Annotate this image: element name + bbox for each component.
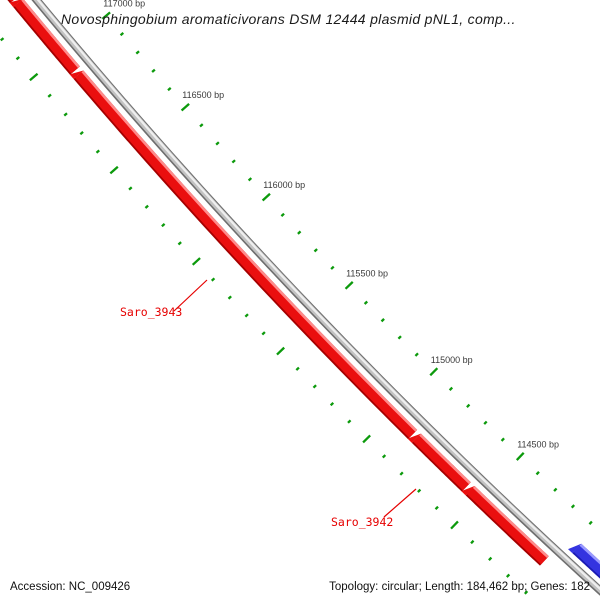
gene-arc-highlight bbox=[81, 70, 418, 432]
ruler-tick-major bbox=[276, 346, 285, 356]
ruler-tick-minor bbox=[0, 37, 5, 42]
label-leader-line bbox=[383, 488, 417, 518]
ruler-tick-minor bbox=[535, 471, 540, 476]
ruler-tick-minor bbox=[280, 212, 285, 217]
ruler-label: 114500 bp bbox=[517, 439, 559, 449]
ruler-tick-minor bbox=[570, 504, 576, 509]
ruler-tick-minor bbox=[244, 313, 249, 318]
ruler-tick-minor bbox=[483, 420, 488, 425]
ruler-tick-major bbox=[29, 72, 39, 82]
ruler-tick-minor bbox=[297, 230, 302, 235]
ruler-tick-major bbox=[109, 165, 119, 175]
gene-arrowhead-icon bbox=[461, 485, 475, 496]
ruler-tick-minor bbox=[177, 241, 182, 246]
ruler-tick-minor bbox=[448, 386, 454, 391]
ruler-tick-minor bbox=[135, 50, 140, 55]
ruler-label: 116500 bp bbox=[182, 90, 224, 100]
ruler-tick-minor bbox=[312, 384, 317, 389]
ruler-tick-minor bbox=[151, 68, 156, 73]
ruler-tick-minor bbox=[330, 265, 335, 270]
ruler-tick-minor bbox=[261, 331, 266, 336]
ruler-tick-minor bbox=[210, 277, 216, 282]
gene-arc-highlight bbox=[579, 543, 600, 565]
ruler-tick-minor bbox=[363, 300, 369, 305]
gene-arc-highlight bbox=[419, 433, 471, 485]
gene-arc-core bbox=[74, 70, 417, 438]
gene-arrowhead-icon bbox=[407, 433, 421, 443]
ruler-tick-minor bbox=[227, 295, 232, 300]
gene-arrowhead-icon bbox=[9, 0, 22, 8]
ruler-tick-minor bbox=[347, 419, 352, 424]
ruler-tick-minor bbox=[397, 335, 402, 340]
ruler-tick-minor bbox=[553, 487, 558, 492]
ruler-tick-minor bbox=[119, 32, 125, 37]
ruler-tick-minor bbox=[329, 401, 335, 407]
ruler-tick-major bbox=[515, 452, 525, 461]
ruler-tick-minor bbox=[63, 112, 68, 117]
ruler-label: 115500 bp bbox=[346, 268, 388, 278]
ruler-label: 116000 bp bbox=[263, 180, 305, 190]
ruler-tick-minor bbox=[381, 454, 387, 459]
ruler-tick-major bbox=[101, 11, 111, 20]
gene-arrowhead-icon bbox=[568, 543, 582, 554]
ruler-tick-major bbox=[344, 281, 354, 290]
gene-arrowhead-icon bbox=[69, 70, 84, 79]
ruler-tick-minor bbox=[247, 177, 253, 182]
ruler-tick-minor bbox=[466, 403, 471, 408]
ruler-tick-minor bbox=[470, 539, 475, 545]
map-title: Novosphingobium aromaticivorans DSM 1244… bbox=[61, 11, 516, 27]
ruler-tick-minor bbox=[295, 366, 300, 371]
ruler-tick-minor bbox=[231, 159, 236, 164]
gene-arc-core bbox=[413, 434, 471, 491]
ruler-tick-minor bbox=[399, 471, 404, 476]
ruler-tick-minor bbox=[588, 520, 593, 525]
ruler-tick-minor bbox=[144, 204, 149, 209]
ruler-tick-major bbox=[191, 257, 201, 266]
ruler-tick-minor bbox=[167, 86, 172, 92]
ruler-tick-minor bbox=[414, 352, 419, 357]
ruler-tick-minor bbox=[95, 149, 100, 154]
status-topology-info: Topology: circular; Length: 184,462 bp; … bbox=[329, 581, 590, 593]
ruler-tick-minor bbox=[215, 141, 220, 146]
ruler-label: 117000 bp bbox=[103, 0, 145, 9]
gene-arc-highlight bbox=[472, 485, 549, 559]
ruler-tick-major bbox=[429, 367, 439, 377]
gene-arc-core bbox=[466, 486, 549, 565]
gene-arc-core bbox=[14, 0, 80, 74]
ruler-tick-minor bbox=[313, 248, 318, 253]
ruler-tick-minor bbox=[199, 123, 204, 128]
ruler-tick-major bbox=[362, 434, 371, 444]
ruler-tick-minor bbox=[417, 488, 422, 493]
gene-label[interactable]: Saro_3943 bbox=[120, 305, 182, 319]
gene-arc-core bbox=[573, 544, 600, 577]
ruler-tick-minor bbox=[505, 573, 511, 578]
ruler-tick-major bbox=[450, 520, 459, 530]
ruler-tick-minor bbox=[161, 223, 166, 228]
ruler-tick-minor bbox=[15, 56, 20, 61]
ruler-tick-major bbox=[261, 192, 271, 202]
ruler-tick-minor bbox=[434, 505, 439, 511]
ruler-tick-minor bbox=[47, 93, 52, 98]
ruler-label: 115000 bp bbox=[431, 355, 473, 365]
ruler-tick-minor bbox=[79, 130, 84, 136]
ruler-tick-major bbox=[180, 103, 190, 112]
ruler-tick-minor bbox=[500, 437, 505, 442]
ruler-tick-minor bbox=[524, 590, 529, 595]
status-accession: Accession: NC_009426 bbox=[10, 581, 131, 593]
ruler-tick-minor bbox=[488, 556, 493, 562]
ruler-tick-minor bbox=[380, 318, 385, 323]
label-leader-line bbox=[173, 279, 208, 312]
gene-arc-highlight bbox=[21, 0, 80, 69]
gene-label[interactable]: Saro_3942 bbox=[331, 515, 393, 529]
ruler-tick-minor bbox=[128, 186, 133, 191]
